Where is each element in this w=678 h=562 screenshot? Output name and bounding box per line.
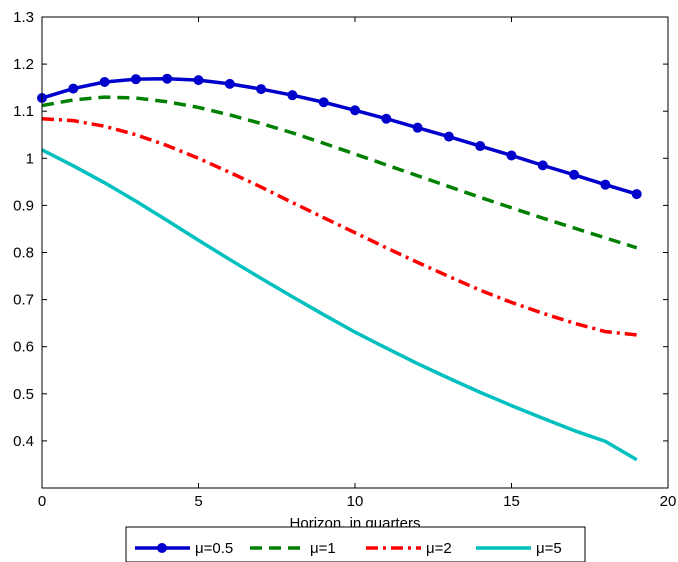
legend-label-3: μ=2	[426, 540, 452, 557]
series-1-point	[162, 73, 173, 84]
y-tick-label: 0.8	[13, 245, 34, 262]
series-line-2	[41, 95, 638, 250]
series-1-point	[350, 105, 360, 116]
series-1-point	[68, 83, 79, 94]
axis-ticks: 0 5 10 15 20 0.4 0.5 0.6 0.7 0.8 0.9 1 1.1 1.2 1.3	[13, 9, 676, 510]
legend: μ=0.5 μ=1 μ=2 μ=5	[125, 526, 586, 562]
series-line-4	[41, 148, 638, 462]
y-tick-label: 0.7	[13, 292, 34, 309]
series-1-point	[130, 74, 141, 85]
series-1-point	[193, 75, 204, 86]
x-tick-label: 10	[347, 493, 364, 510]
legend-label-4: μ=5	[536, 540, 562, 557]
series-1-point	[412, 122, 423, 133]
series-1-point	[537, 160, 548, 171]
y-tick-label: 1.2	[13, 56, 34, 73]
x-tick-label: 0	[38, 493, 46, 510]
series-1-point	[318, 97, 329, 108]
y-tick-label: 0.5	[13, 386, 34, 403]
y-tick-label: 1.3	[13, 9, 34, 26]
x-tick-label: 5	[194, 493, 202, 510]
series-1-point	[224, 78, 235, 89]
x-tick-label: 20	[660, 493, 677, 510]
series-1-point	[600, 179, 611, 190]
y-tick-label: 0.9	[13, 197, 34, 214]
y-tick-label: 0.6	[13, 339, 34, 356]
legend-marker	[157, 543, 167, 553]
y-tick-label: 1.1	[13, 103, 34, 120]
series-1-point	[381, 113, 392, 124]
x-tick-label: 15	[503, 493, 520, 510]
series-line-3	[41, 116, 637, 337]
series-1-point	[256, 84, 267, 95]
legend-label-2: μ=1	[310, 540, 336, 557]
legend-label-1: μ=0.5	[195, 540, 233, 557]
series-1-point	[631, 189, 642, 200]
series-1-point	[287, 90, 298, 101]
y-tick-label: 1	[26, 150, 34, 167]
series-1-point	[569, 169, 580, 180]
series-line-1	[41, 76, 638, 196]
legend-box	[125, 526, 586, 562]
plot-frame	[41, 16, 669, 489]
series-lines	[37, 73, 642, 462]
series-1-point	[506, 150, 517, 161]
series-1-point	[99, 76, 110, 87]
series-1-point	[475, 141, 486, 152]
series-1-point	[443, 131, 454, 142]
y-tick-label: 0.4	[13, 433, 34, 450]
